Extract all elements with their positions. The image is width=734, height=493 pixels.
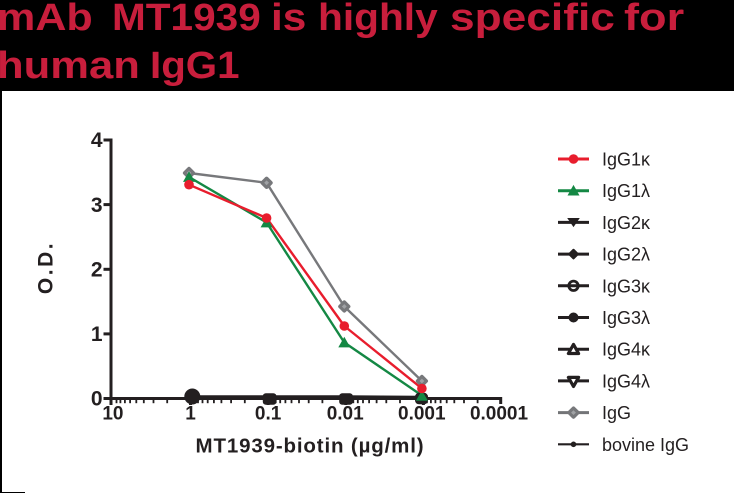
svg-text:bovine IgG: bovine IgG <box>602 435 689 455</box>
svg-text:0.001: 0.001 <box>398 404 446 425</box>
svg-text:3: 3 <box>91 194 103 217</box>
svg-text:O.D.: O.D. <box>34 241 57 294</box>
svg-text:1: 1 <box>91 323 103 346</box>
svg-text:0.1: 0.1 <box>255 404 282 425</box>
svg-text:IgG4κ: IgG4κ <box>602 340 651 360</box>
svg-text:4: 4 <box>91 129 103 152</box>
svg-text:IgG3κ: IgG3κ <box>602 276 651 296</box>
svg-text:1: 1 <box>185 404 196 425</box>
svg-text:0: 0 <box>91 388 103 411</box>
svg-text:IgG1κ: IgG1κ <box>602 150 651 170</box>
svg-text:IgG: IgG <box>602 403 631 423</box>
svg-text:MT1939-biotin (µg/ml): MT1939-biotin (µg/ml) <box>196 435 425 458</box>
svg-text:IgG2κ: IgG2κ <box>602 213 651 233</box>
svg-text:10: 10 <box>102 404 123 425</box>
svg-text:IgG4λ: IgG4λ <box>602 371 650 391</box>
svg-text:IgG3λ: IgG3λ <box>602 308 650 328</box>
svg-text:IgG1λ: IgG1λ <box>602 181 650 201</box>
svg-text:0.01: 0.01 <box>327 404 364 425</box>
svg-text:2: 2 <box>91 259 103 282</box>
svg-text:IgG2λ: IgG2λ <box>602 245 650 265</box>
svg-text:0.0001: 0.0001 <box>470 404 529 425</box>
